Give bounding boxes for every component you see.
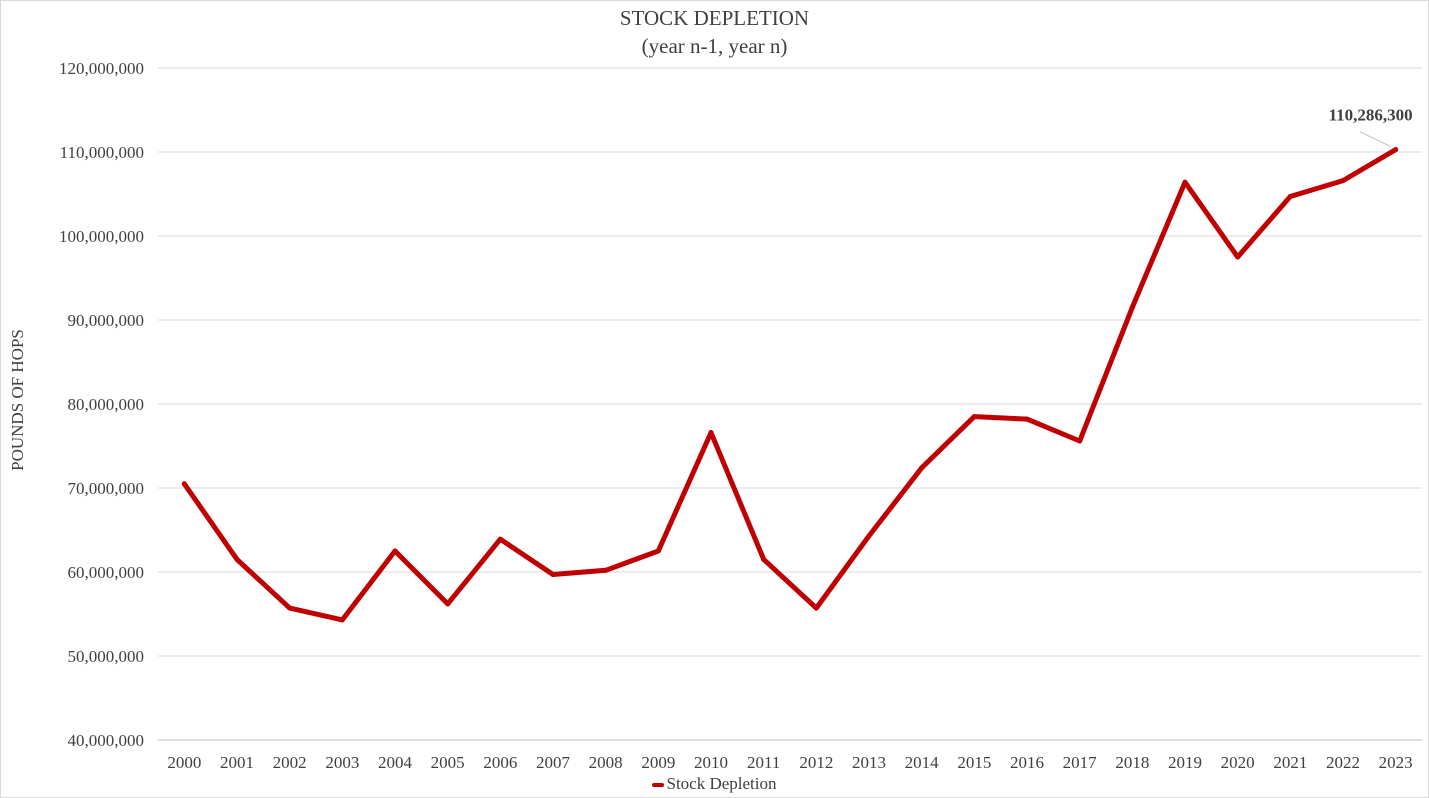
x-tick-label: 2023 — [1379, 753, 1413, 772]
annotation-leader — [1359, 131, 1391, 148]
data-point — [1077, 438, 1083, 444]
x-tick-label: 2013 — [852, 753, 886, 772]
chart-subtitle: (year n-1, year n) — [641, 34, 788, 58]
x-tick-label: 2019 — [1168, 753, 1202, 772]
y-tick-label: 40,000,000 — [68, 731, 145, 750]
x-tick-label: 2021 — [1273, 753, 1307, 772]
data-point — [813, 605, 819, 611]
y-tick-label: 70,000,000 — [68, 479, 145, 498]
y-tick-label: 100,000,000 — [59, 227, 144, 246]
data-point — [1340, 178, 1346, 184]
data-point — [1129, 304, 1135, 310]
data-label: 110,286,300 — [1329, 106, 1413, 125]
data-point — [445, 601, 451, 607]
data-point — [392, 548, 398, 554]
legend-label: Stock Depletion — [666, 774, 777, 793]
chart-title: STOCK DEPLETION — [619, 6, 810, 30]
data-point — [1182, 179, 1188, 185]
x-tick-label: 2017 — [1063, 753, 1098, 772]
x-tick-label: 2009 — [641, 753, 675, 772]
x-tick-label: 2016 — [1010, 753, 1044, 772]
x-axis-ticks: 2000 2001 2002 2003 2004 2005 2006 2007 2008 2009… — [167, 753, 1412, 772]
y-axis-ticks: 40,000,000 50,000,000 60,000,000 70,000,000… — [59, 59, 144, 750]
x-tick-label: 2010 — [694, 753, 728, 772]
x-tick-label: 2011 — [747, 753, 780, 772]
data-point — [1393, 147, 1399, 153]
data-point — [497, 536, 503, 542]
y-tick-label: 50,000,000 — [68, 647, 145, 666]
x-tick-label: 2008 — [589, 753, 623, 772]
x-tick-label: 2006 — [483, 753, 517, 772]
data-point — [234, 556, 240, 562]
y-tick-label: 60,000,000 — [68, 563, 145, 582]
x-tick-label: 2003 — [325, 753, 359, 772]
x-tick-label: 2020 — [1221, 753, 1255, 772]
x-tick-label: 2022 — [1326, 753, 1360, 772]
annotation-layer: 110,286,300 — [1329, 106, 1413, 148]
legend-swatch — [652, 783, 665, 788]
x-tick-label: 2007 — [536, 753, 571, 772]
x-tick-label: 2015 — [957, 753, 991, 772]
x-tick-label: 2014 — [905, 753, 940, 772]
data-point — [181, 481, 187, 487]
x-tick-label: 2012 — [799, 753, 833, 772]
gridlines — [158, 67, 1422, 741]
data-point — [287, 605, 293, 611]
x-tick-label: 2000 — [167, 753, 201, 772]
legend: Stock Depletion — [0, 774, 1429, 794]
series-line — [181, 147, 1399, 623]
data-point — [603, 567, 609, 573]
x-tick-label: 2002 — [273, 753, 307, 772]
x-tick-label: 2018 — [1115, 753, 1149, 772]
data-point — [655, 548, 661, 554]
data-point — [1287, 194, 1293, 200]
x-tick-label: 2004 — [378, 753, 413, 772]
y-tick-label: 110,000,000 — [60, 143, 144, 162]
data-point — [708, 430, 714, 436]
y-tick-label: 80,000,000 — [68, 395, 145, 414]
data-point — [1024, 416, 1030, 422]
data-point — [1235, 254, 1241, 260]
y-tick-label: 120,000,000 — [59, 59, 144, 78]
data-point — [339, 617, 345, 623]
series-layer — [181, 147, 1399, 623]
data-point — [866, 533, 872, 539]
data-point — [971, 414, 977, 420]
data-point — [550, 572, 556, 578]
data-point — [919, 465, 925, 471]
x-tick-label: 2001 — [220, 753, 254, 772]
data-point — [761, 556, 767, 562]
y-tick-label: 90,000,000 — [68, 311, 145, 330]
x-tick-label: 2005 — [431, 753, 465, 772]
